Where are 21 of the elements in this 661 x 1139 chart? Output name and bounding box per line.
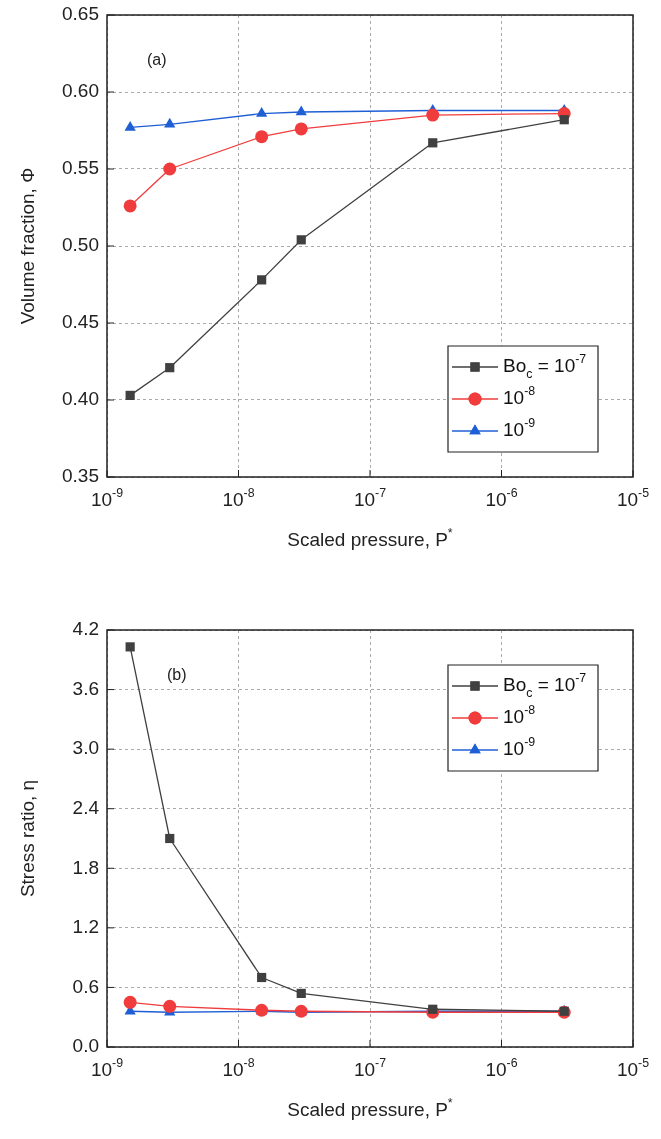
y-tick-label: 0.6 — [72, 975, 100, 997]
x-axis-title: Scaled pressure, P* — [287, 1096, 453, 1121]
y-tick-label: 0.0 — [72, 1035, 100, 1057]
annotation: (a) — [147, 51, 167, 69]
y-tick-label: 0.50 — [62, 234, 99, 256]
y-axis-title: Stress ratio, η — [17, 779, 39, 898]
annotation: (b) — [167, 666, 187, 684]
y-tick-label: 3.0 — [72, 737, 100, 759]
y-tick-label: 4.2 — [72, 618, 100, 640]
y-tick-label: 0.40 — [62, 388, 99, 410]
y-tick-label: 0.45 — [62, 311, 99, 333]
x-axis-title: Scaled pressure, P* — [287, 526, 453, 551]
y-tick-label: 0.60 — [62, 80, 99, 102]
y-tick-label: 1.8 — [72, 856, 100, 878]
y-tick-label: 0.65 — [62, 3, 99, 25]
y-tick-label: 0.55 — [62, 157, 99, 179]
y-tick-label: 2.4 — [72, 796, 100, 818]
y-tick-label: 0.35 — [62, 465, 99, 487]
y-axis-title: Volume fraction, Φ — [17, 167, 39, 325]
y-tick-label: 3.6 — [72, 677, 100, 699]
y-tick-label: 1.2 — [72, 916, 100, 938]
